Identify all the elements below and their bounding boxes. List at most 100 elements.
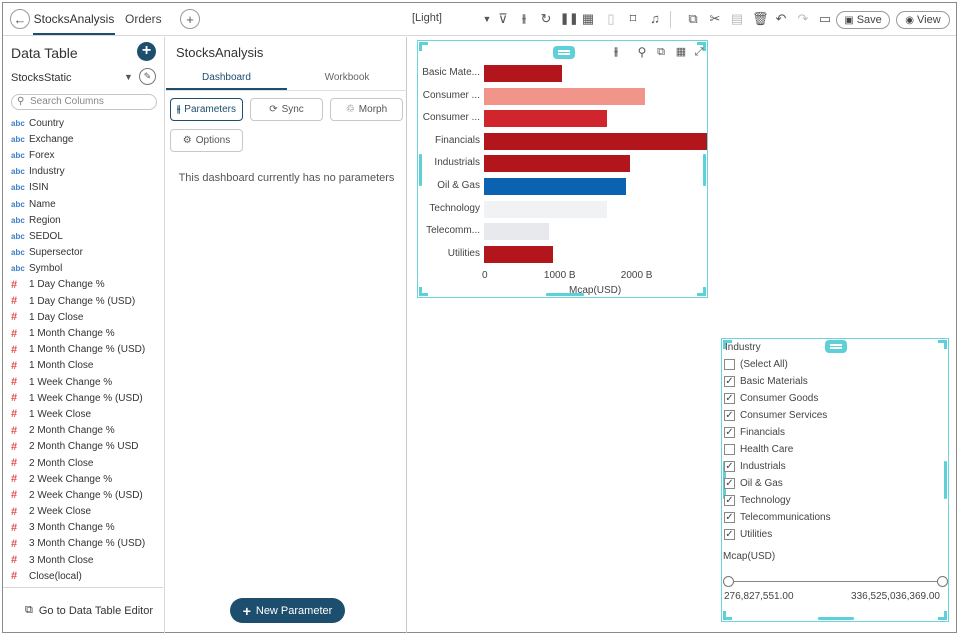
filter-option[interactable]: ✓ Oil & Gas: [724, 475, 783, 492]
delete-icon[interactable]: 🗑: [752, 11, 769, 26]
column-item[interactable]: #1 Week Change %: [11, 374, 161, 390]
sync-button[interactable]: ⟳ Sync: [250, 98, 323, 121]
bookmark-icon[interactable]: ⌑: [629, 11, 637, 26]
column-item[interactable]: #3 Month Change % (USD): [11, 536, 161, 552]
paste-icon[interactable]: ▤: [730, 11, 744, 26]
range-slider-max-handle[interactable]: [937, 576, 948, 587]
chevron-down-icon[interactable]: ▼: [124, 72, 133, 82]
resize-edge-right[interactable]: [944, 461, 947, 499]
column-item[interactable]: abc SEDOL: [11, 228, 161, 244]
column-item[interactable]: #2 Week Change %: [11, 471, 161, 487]
table-view-icon[interactable]: ▦: [675, 46, 687, 58]
checkbox-checked-icon[interactable]: ✓: [724, 427, 735, 438]
resize-edge-bottom[interactable]: [818, 617, 854, 620]
column-item[interactable]: abc Forex: [11, 147, 161, 163]
document-icon[interactable]: ▯: [607, 11, 615, 26]
column-item[interactable]: #1 Day Close: [11, 309, 161, 325]
theme-selector[interactable]: [Light]: [412, 12, 442, 24]
bar[interactable]: [484, 110, 608, 128]
checkbox-checked-icon[interactable]: ✓: [724, 393, 735, 404]
filter-option[interactable]: ✓ Technology: [724, 492, 791, 509]
options-button[interactable]: ⚙ Options: [170, 129, 243, 152]
theme-dropdown-icon[interactable]: ▼: [482, 14, 492, 24]
filter-option[interactable]: (Select All): [724, 356, 788, 373]
tab-dashboard[interactable]: Dashboard: [166, 65, 287, 90]
export-icon[interactable]: ⧉: [657, 46, 665, 58]
range-slider-min-handle[interactable]: [723, 576, 734, 587]
bar[interactable]: [484, 245, 554, 263]
tab-stocksanalysis[interactable]: StocksAnalysis: [33, 3, 115, 35]
checkbox-checked-icon[interactable]: ✓: [724, 376, 735, 387]
column-item[interactable]: #2 Month Close: [11, 455, 161, 471]
column-item[interactable]: abc Region: [11, 212, 161, 228]
filter-option[interactable]: ✓ Utilities: [724, 526, 772, 543]
morph-button[interactable]: ♲ Morph: [330, 98, 403, 121]
industry-filter-visual[interactable]: Industry (Select All) ✓ Basic Materials ✓ Co…: [721, 338, 949, 622]
column-item[interactable]: #1 Week Change % (USD): [11, 390, 161, 406]
resize-corner-br[interactable]: [697, 287, 706, 296]
bar-chart-visual[interactable]: ⫲ ⚲ ⧉ ▦ ⤢ Basic Mate... Consumer ... Consu…: [417, 40, 708, 298]
search-columns-input[interactable]: ⚲ Search Columns: [11, 94, 157, 110]
resize-corner-bl[interactable]: [723, 611, 732, 620]
column-item[interactable]: abc Symbol: [11, 261, 161, 277]
column-item[interactable]: abc Exchange: [11, 131, 161, 147]
resize-edge-right[interactable]: [703, 154, 706, 186]
filter-option[interactable]: ✓ Basic Materials: [724, 373, 808, 390]
resize-edge-bottom[interactable]: [546, 293, 584, 296]
bar[interactable]: [484, 223, 550, 241]
pause-icon[interactable]: ❚❚: [560, 13, 579, 25]
edit-data-source-icon[interactable]: ✎: [139, 68, 156, 85]
column-item[interactable]: #1 Month Change % (USD): [11, 342, 161, 358]
filter-option[interactable]: ✓ Financials: [724, 424, 785, 441]
parameters-button[interactable]: ⫲ Parameters: [170, 98, 243, 121]
chart-settings-icon[interactable]: ⫲: [614, 46, 618, 58]
column-item[interactable]: abc Name: [11, 196, 161, 212]
bar[interactable]: [484, 87, 646, 105]
search-icon[interactable]: ⚲: [637, 45, 647, 59]
filter-option[interactable]: ✓ Industrials: [724, 458, 786, 475]
column-item[interactable]: #3 Month Close: [11, 552, 161, 568]
column-item[interactable]: #1 Month Close: [11, 358, 161, 374]
column-item[interactable]: # Close(local): [11, 568, 161, 584]
checkbox-checked-icon[interactable]: ✓: [724, 410, 735, 421]
bar[interactable]: [484, 200, 608, 218]
filter-icon[interactable]: ⊽: [498, 11, 508, 26]
tab-workbook[interactable]: Workbook: [324, 72, 370, 83]
filter-option[interactable]: ✓ Telecommunications: [724, 509, 831, 526]
alert-bell-icon[interactable]: ♫: [650, 11, 660, 26]
column-item[interactable]: #2 Month Change % USD: [11, 439, 161, 455]
column-item[interactable]: abc Supersector: [11, 245, 161, 261]
view-button[interactable]: ◉ View: [896, 11, 950, 29]
column-item[interactable]: #2 Week Change % (USD): [11, 487, 161, 503]
checkbox-checked-icon[interactable]: ✓: [724, 529, 735, 540]
resize-edge-left[interactable]: [419, 154, 422, 186]
new-parameter-button[interactable]: + New Parameter: [230, 598, 345, 623]
resize-corner-tl[interactable]: [419, 42, 428, 51]
filter-option[interactable]: Health Care: [724, 441, 793, 458]
tab-orders[interactable]: Orders: [125, 12, 162, 26]
column-item[interactable]: #2 Week Close: [11, 504, 161, 520]
column-item[interactable]: abc Industry: [11, 164, 161, 180]
resize-corner-tr[interactable]: [697, 42, 706, 51]
bar[interactable]: [484, 132, 707, 150]
drag-handle-icon[interactable]: [553, 46, 575, 59]
filter-option[interactable]: ✓ Consumer Services: [724, 407, 827, 424]
cut-icon[interactable]: ✂: [709, 11, 721, 26]
checkbox-checked-icon[interactable]: ✓: [724, 478, 735, 489]
save-button[interactable]: ▣ Save: [836, 11, 890, 29]
maximize-icon[interactable]: ⤢: [694, 46, 704, 58]
column-item[interactable]: #1 Month Change %: [11, 325, 161, 341]
add-tab-icon[interactable]: +: [180, 9, 200, 29]
drag-handle-icon[interactable]: [825, 340, 847, 353]
checkbox-checked-icon[interactable]: ✓: [724, 461, 735, 472]
column-item[interactable]: abc ISIN: [11, 180, 161, 196]
checkbox-checked-icon[interactable]: ✓: [724, 495, 735, 506]
column-item[interactable]: #3 Month Change %: [11, 520, 161, 536]
column-item[interactable]: #1 Day Change % (USD): [11, 293, 161, 309]
go-to-data-table-editor-link[interactable]: ⧉ Go to Data Table Editor: [25, 604, 153, 617]
checkbox-checked-icon[interactable]: ✓: [724, 512, 735, 523]
bar[interactable]: [484, 65, 563, 82]
bar[interactable]: [484, 155, 631, 173]
duplicate-icon[interactable]: ⧉: [688, 11, 698, 26]
parameters-icon[interactable]: ⫲: [522, 13, 526, 25]
